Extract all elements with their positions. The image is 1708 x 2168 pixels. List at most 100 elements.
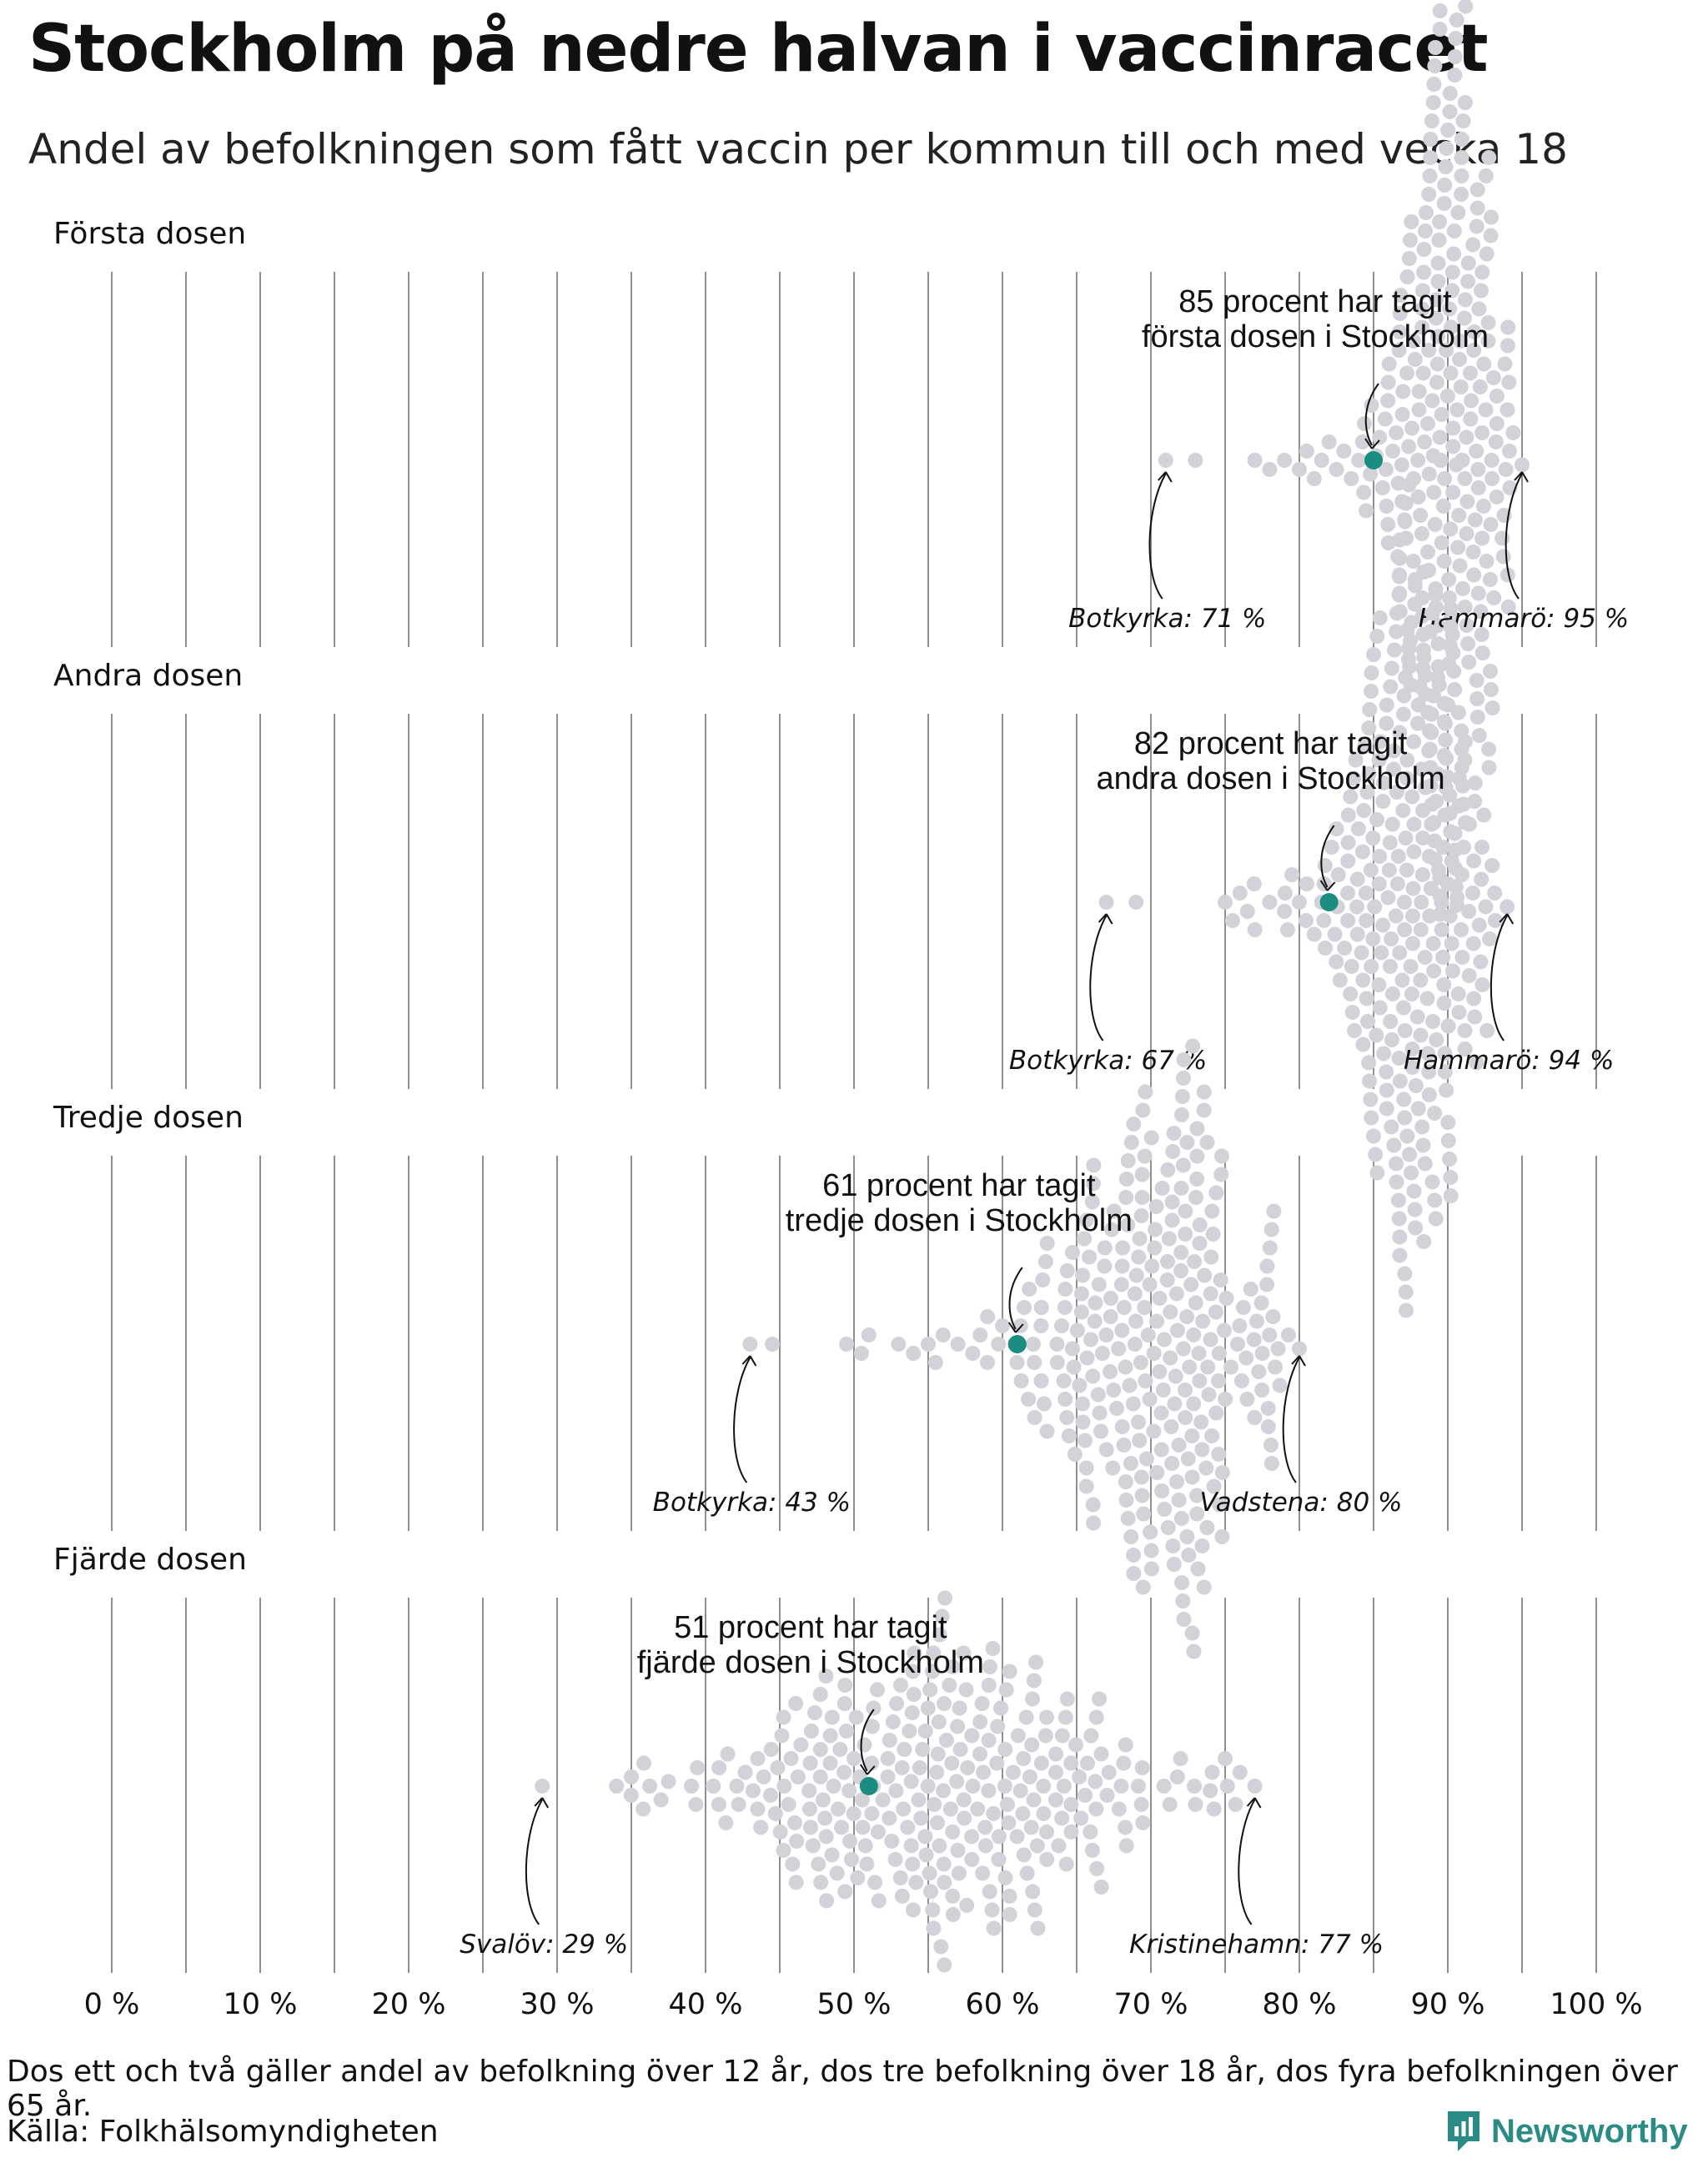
municipality-point bbox=[927, 1797, 942, 1812]
municipality-point bbox=[1069, 1322, 1085, 1338]
municipality-point bbox=[1243, 1282, 1258, 1297]
municipality-point bbox=[1018, 1709, 1034, 1725]
municipality-point bbox=[1317, 941, 1333, 956]
arrow-head bbox=[1291, 1355, 1306, 1367]
municipality-point bbox=[1469, 444, 1484, 459]
municipality-point bbox=[1467, 775, 1483, 790]
highest-municipality-label: Vadstena: 80 % bbox=[1200, 1488, 1403, 1518]
lowest-municipality-label: Botkyrka: 71 % bbox=[1068, 604, 1266, 634]
municipality-point bbox=[908, 1874, 924, 1890]
municipality-point bbox=[1489, 389, 1505, 404]
municipality-point bbox=[930, 1746, 946, 1762]
municipality-point bbox=[1397, 514, 1413, 529]
municipality-point bbox=[1401, 477, 1417, 493]
municipality-point bbox=[1391, 1211, 1407, 1227]
municipality-point bbox=[857, 1838, 873, 1854]
municipality-point bbox=[1473, 954, 1489, 970]
municipality-point bbox=[1002, 1907, 1017, 1922]
municipality-point bbox=[1391, 1051, 1407, 1066]
municipality-point bbox=[1383, 1014, 1399, 1029]
municipality-point bbox=[1128, 1313, 1143, 1329]
municipality-point bbox=[1165, 1538, 1181, 1553]
municipality-point bbox=[1390, 849, 1406, 864]
municipality-point bbox=[1118, 1737, 1133, 1753]
municipality-point bbox=[812, 1687, 828, 1702]
municipality-point bbox=[1087, 1313, 1103, 1329]
municipality-point bbox=[1218, 1751, 1233, 1766]
municipality-point bbox=[1429, 670, 1445, 685]
municipality-point bbox=[1376, 1046, 1392, 1061]
municipality-point bbox=[1394, 972, 1410, 988]
municipality-point bbox=[1474, 645, 1490, 660]
municipality-point bbox=[1298, 913, 1314, 928]
municipality-point bbox=[997, 1870, 1013, 1885]
highest-municipality-label: Kristinehamn: 77 % bbox=[1129, 1930, 1384, 1960]
municipality-point bbox=[1161, 1231, 1177, 1247]
municipality-point bbox=[1306, 926, 1322, 942]
municipality-point bbox=[1356, 803, 1372, 818]
max-arrow bbox=[1238, 1799, 1256, 1925]
municipality-point bbox=[1128, 1267, 1144, 1283]
municipality-point bbox=[1402, 233, 1418, 248]
municipality-point bbox=[1266, 1203, 1282, 1219]
municipality-point bbox=[1084, 1194, 1100, 1210]
municipality-point bbox=[1152, 1291, 1168, 1306]
municipality-point bbox=[1111, 1801, 1127, 1817]
municipality-point bbox=[762, 1788, 778, 1803]
municipality-point bbox=[1398, 1284, 1414, 1300]
municipality-point bbox=[1098, 1442, 1114, 1458]
municipality-point bbox=[1187, 1779, 1203, 1794]
municipality-point bbox=[1180, 1451, 1196, 1467]
municipality-point bbox=[1361, 766, 1377, 781]
municipality-point bbox=[837, 1884, 853, 1900]
municipality-point bbox=[1189, 1121, 1205, 1137]
municipality-point bbox=[1461, 655, 1477, 670]
municipality-point bbox=[1199, 1520, 1215, 1535]
min-arrow bbox=[525, 1799, 544, 1925]
municipality-point bbox=[802, 1819, 818, 1835]
arrow-head bbox=[1246, 1797, 1262, 1809]
municipality-point bbox=[1203, 1332, 1218, 1347]
municipality-point bbox=[965, 1779, 981, 1794]
panel-label: Andra dosen bbox=[53, 659, 243, 693]
municipality-point bbox=[1408, 1220, 1424, 1236]
municipality-point bbox=[688, 1797, 704, 1812]
municipality-point bbox=[903, 1838, 919, 1854]
municipality-point bbox=[1063, 1824, 1079, 1839]
municipality-point bbox=[1106, 1383, 1122, 1398]
municipality-point bbox=[1025, 1691, 1041, 1707]
municipality-point bbox=[1359, 913, 1374, 928]
municipality-point bbox=[1092, 1691, 1108, 1707]
municipality-point bbox=[1416, 264, 1432, 280]
municipality-point bbox=[1458, 0, 1474, 14]
municipality-point bbox=[945, 1824, 961, 1839]
municipality-point bbox=[1416, 565, 1432, 580]
municipality-point bbox=[1386, 761, 1402, 777]
municipality-point bbox=[1446, 246, 1462, 262]
municipality-point bbox=[1429, 356, 1445, 372]
municipality-point bbox=[1500, 319, 1516, 335]
municipality-point bbox=[1259, 1277, 1275, 1292]
municipality-point bbox=[1469, 691, 1485, 706]
municipality-point bbox=[1365, 831, 1381, 846]
municipality-point bbox=[1416, 1234, 1432, 1249]
municipality-point bbox=[1262, 1240, 1278, 1256]
municipality-point bbox=[1027, 1410, 1042, 1425]
municipality-point bbox=[1184, 1469, 1200, 1485]
municipality-point bbox=[997, 1779, 1012, 1794]
municipality-point bbox=[1054, 1810, 1070, 1826]
municipality-point bbox=[1392, 532, 1408, 548]
municipality-point bbox=[1260, 1401, 1276, 1416]
municipality-point bbox=[913, 1810, 929, 1826]
municipality-point bbox=[864, 1806, 880, 1821]
stockholm-annotation: 51 procent har tagit bbox=[674, 1610, 947, 1645]
municipality-point bbox=[1483, 517, 1499, 532]
municipality-point bbox=[1094, 1346, 1110, 1361]
municipality-point bbox=[1349, 899, 1364, 915]
newsworthy-brand: Newsworthy bbox=[1446, 2106, 1688, 2156]
municipality-point bbox=[945, 1659, 961, 1674]
municipality-point bbox=[756, 1769, 771, 1784]
municipality-point bbox=[776, 1709, 791, 1725]
municipality-point bbox=[1439, 1082, 1454, 1098]
municipality-point bbox=[1138, 1451, 1154, 1467]
